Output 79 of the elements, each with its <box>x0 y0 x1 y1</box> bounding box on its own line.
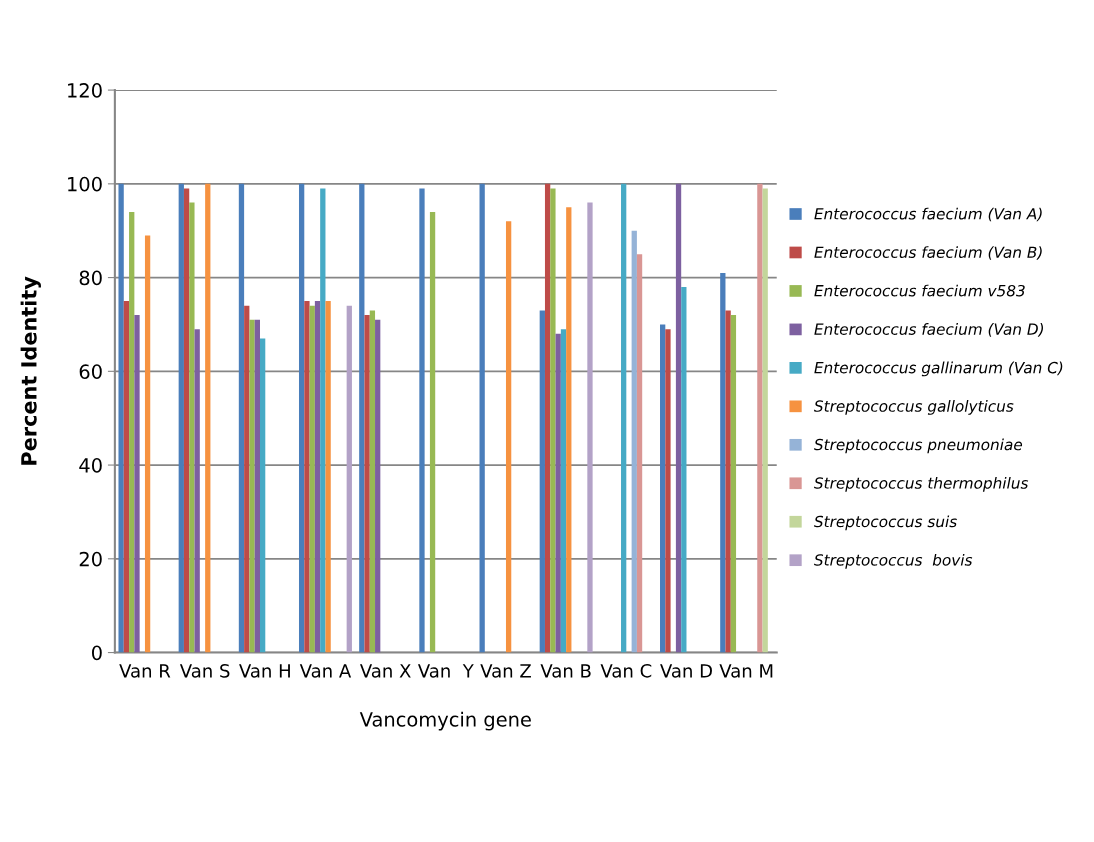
bar <box>730 315 737 653</box>
bar <box>178 183 184 653</box>
x-tick-label: Van H <box>239 664 290 678</box>
bar <box>260 338 266 653</box>
x-tick-label: Van S <box>179 663 230 678</box>
x-tick-label: Van B <box>540 664 591 678</box>
bar <box>665 329 671 653</box>
bar <box>244 305 250 653</box>
bar <box>346 305 352 653</box>
bar <box>479 183 485 653</box>
bar <box>134 315 140 653</box>
bar <box>314 301 321 653</box>
bar <box>419 188 425 653</box>
bar <box>544 183 551 653</box>
legend-label: Streptococcus pneumoniae <box>814 438 1023 454</box>
legend-label: Enterococcus faecium (Van D) <box>814 323 1044 337</box>
bar <box>566 207 572 653</box>
bar <box>555 333 561 653</box>
bar <box>375 319 381 653</box>
bar <box>429 211 436 653</box>
y-tick-label: 60 <box>79 364 102 379</box>
bar <box>587 202 593 653</box>
legend-label: Enterococcus faecium (Van A) <box>814 207 1042 222</box>
y-tick-label: 80 <box>79 270 102 286</box>
x-tick-label: Van Y <box>417 664 474 678</box>
y-tick-label: 20 <box>79 551 102 567</box>
bar <box>298 183 305 653</box>
legend-label: Streptococcus gallolyticus <box>814 400 1014 415</box>
bar <box>309 305 315 653</box>
x-tick-label: Van R <box>119 664 171 678</box>
bar <box>194 329 200 653</box>
bar <box>621 183 627 653</box>
bar <box>189 202 195 653</box>
bar <box>681 286 687 653</box>
y-tick-label: 0 <box>91 645 102 661</box>
x-tick-label: Van M <box>719 664 773 678</box>
bar <box>325 301 331 653</box>
bar <box>560 329 567 653</box>
bar <box>720 272 726 653</box>
legend-label: Enterococcus faecium v583 <box>814 284 1025 297</box>
bar <box>550 188 556 653</box>
x-tick-label: Van Z <box>480 664 531 678</box>
y-tick-label: 120 <box>68 83 102 98</box>
bar <box>144 235 151 653</box>
bar <box>762 188 768 653</box>
bar <box>129 211 135 653</box>
bar <box>505 221 512 653</box>
bar <box>364 315 370 653</box>
bar <box>359 183 365 653</box>
bar <box>183 188 190 653</box>
bar <box>675 183 682 653</box>
bar <box>757 183 763 653</box>
x-tick-label: Van A <box>299 664 352 678</box>
y-axis-title: Percent Identity <box>20 276 41 465</box>
x-axis-title: Vancomycin gene <box>359 711 531 731</box>
legend-label: Streptococcus bovis <box>814 553 973 569</box>
bar <box>539 310 545 653</box>
bar <box>320 188 326 653</box>
x-tick-label: Van D <box>660 664 712 678</box>
bar <box>238 183 245 653</box>
y-tick-label: 40 <box>79 458 102 473</box>
y-tick-label: 100 <box>68 176 102 192</box>
bar <box>631 230 637 653</box>
legend-label: Enterococcus faecium (Van B) <box>814 246 1042 260</box>
bar <box>249 319 255 653</box>
legend-label: Streptococcus thermophilus <box>814 476 1029 492</box>
bar <box>118 183 124 653</box>
bar <box>369 310 376 653</box>
bar <box>660 324 666 653</box>
bar <box>725 310 731 653</box>
bar <box>205 183 211 653</box>
bar <box>254 319 260 653</box>
bar <box>304 301 310 653</box>
x-tick-label: Van C <box>600 663 652 678</box>
bar <box>123 301 130 653</box>
x-tick-label: Van X <box>359 664 411 678</box>
legend-label: Streptococcus suis <box>814 515 957 531</box>
bar <box>636 254 643 653</box>
legend-label: Enterococcus gallinarum (Van C) <box>814 361 1063 377</box>
